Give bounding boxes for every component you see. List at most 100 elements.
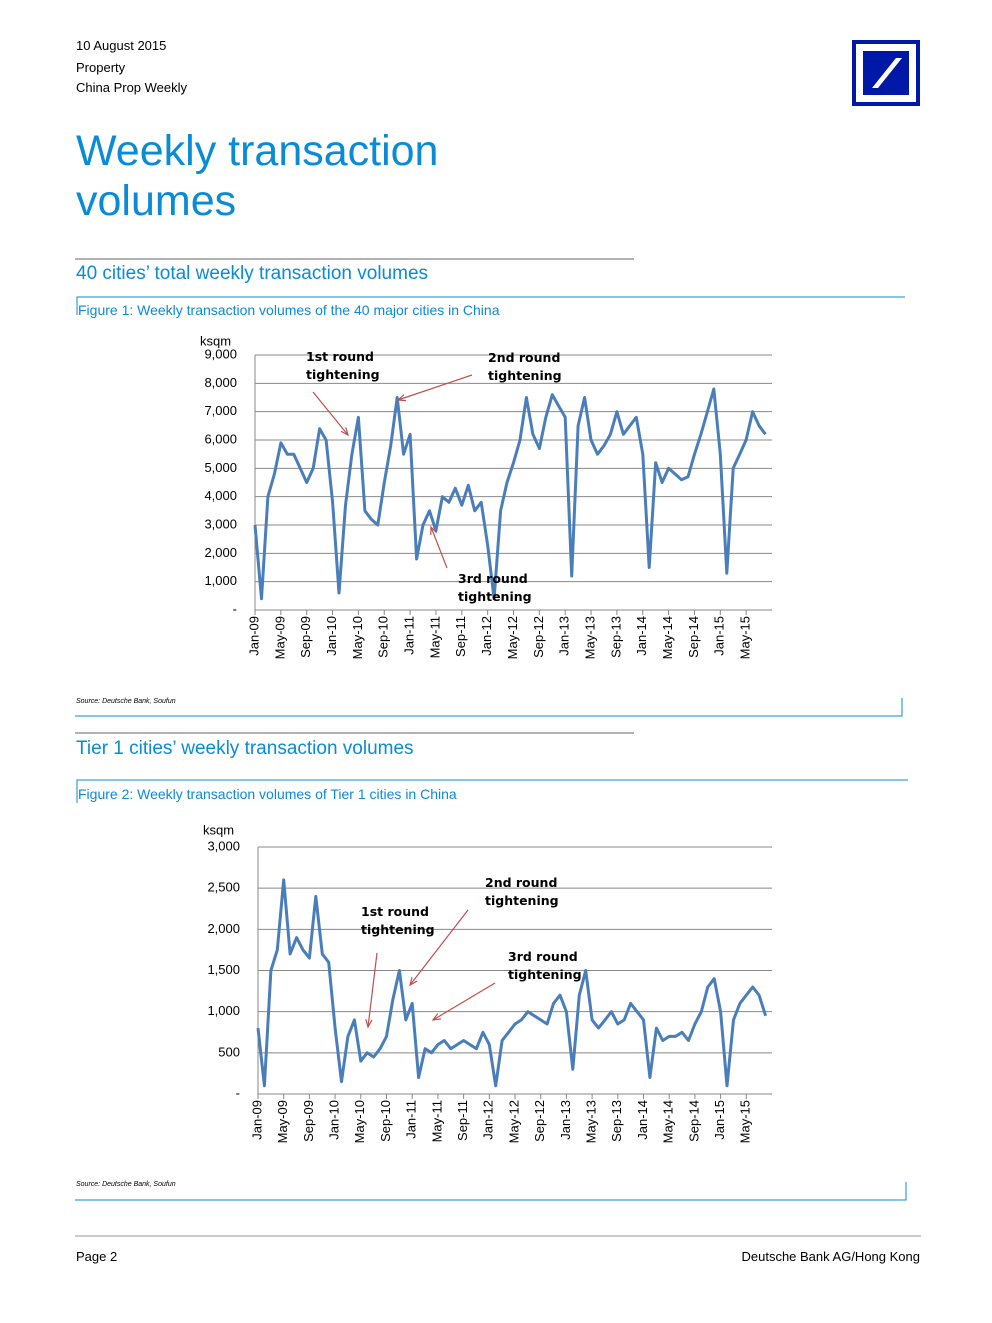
arrow-head [340, 427, 349, 437]
x-tick-label: Jan-12 [481, 1100, 496, 1140]
figure-frame [75, 698, 903, 717]
y-unit: ksqm [203, 822, 234, 837]
arrow-head [431, 1013, 442, 1021]
annotation: 2nd round tightening [485, 875, 559, 908]
arrow-head [396, 394, 407, 402]
x-tick-label: Jan-09 [246, 616, 261, 656]
y-tick-label: 7,000 [204, 403, 237, 418]
x-tick-label: Jan-14 [635, 1100, 650, 1140]
x-tick-label: Jan-14 [634, 616, 649, 656]
data-line [256, 878, 768, 1088]
data-line [253, 387, 767, 601]
arrow-head [430, 525, 438, 536]
y-tick-label: 1,500 [207, 962, 240, 977]
x-tick-label: Sep-11 [455, 1100, 470, 1141]
x-tick-label: May-11 [427, 616, 442, 658]
page-title: Weekly transaction volumes [76, 127, 439, 225]
x-tick-label: May-10 [350, 616, 365, 659]
figure-frame [76, 779, 908, 803]
source: Source: Deutsche Bank, Soufun [76, 698, 176, 705]
x-tick-label: Jan-10 [327, 1100, 342, 1140]
x-tick-label: Sep-10 [376, 616, 391, 658]
annotation-arrow [409, 909, 469, 986]
x-tick-label: Jan-15 [712, 616, 727, 656]
x-tick-label: May-09 [272, 616, 287, 659]
y-tick-label: 3,000 [204, 516, 237, 531]
annotation-arrow [432, 982, 496, 1021]
x-tick-label: Jan-11 [404, 1100, 419, 1139]
annotation-arrow [367, 952, 378, 1028]
x-tick-label: May-14 [661, 1100, 676, 1143]
y-tick-label: 500 [218, 1044, 240, 1059]
x-tick-label: Sep-12 [531, 616, 546, 658]
x-tick-label: Jan-13 [557, 616, 572, 656]
y-tick-label: 3,000 [207, 838, 240, 853]
y-tick-label: 9,000 [204, 346, 237, 361]
source: Source: Deutsche Bank, Soufun [76, 1181, 176, 1188]
y-tick-label: 6,000 [204, 431, 237, 446]
annotation: 2nd round tightening [488, 350, 562, 383]
x-tick-label: May-13 [584, 1100, 599, 1143]
x-tick-label: May-13 [582, 616, 597, 659]
company: Deutsche Bank AG/Hong Kong [741, 1249, 920, 1264]
annotation: 1st round tightening [361, 904, 435, 937]
x-tick-label: Sep-09 [298, 616, 313, 658]
y-tick-label: 8,000 [204, 375, 237, 390]
page-number: Page 2 [76, 1249, 118, 1264]
y-tick-label: - [236, 1085, 240, 1100]
x-tick-label: Sep-09 [301, 1100, 316, 1142]
annotation: 1st round tightening [306, 349, 380, 382]
y-tick-label: 5,000 [204, 460, 237, 475]
section-heading: Tier 1 cities’ weekly transaction volume… [76, 738, 414, 759]
x-tick-label: May-11 [429, 1100, 444, 1142]
x-tick-label: May-12 [506, 1100, 521, 1143]
figure-frame [75, 1182, 907, 1201]
x-tick-label: May-09 [275, 1100, 290, 1143]
x-tick-label: Jan-13 [558, 1100, 573, 1140]
x-tick-label: Jan-10 [324, 616, 339, 656]
x-tick-label: Sep-14 [686, 616, 701, 658]
y-tick-label: 2,000 [207, 921, 240, 936]
y-tick-label: 4,000 [204, 488, 237, 503]
x-tick-label: Jan-15 [712, 1100, 727, 1140]
arrow-head [409, 977, 418, 987]
x-tick-label: Jan-11 [402, 616, 417, 655]
y-tick-label: 2,500 [207, 880, 240, 895]
x-tick-label: May-15 [738, 1100, 753, 1143]
x-tick-label: May-10 [352, 1100, 367, 1143]
y-tick-label: 2,000 [204, 545, 237, 560]
x-tick-label: Sep-13 [608, 616, 623, 658]
date: 10 August 2015 [76, 38, 167, 53]
publication: China Prop Weekly [76, 80, 188, 95]
x-tick-label: Jan-09 [249, 1100, 264, 1140]
arrow-head [365, 1019, 373, 1029]
category: Property [76, 60, 126, 75]
annotation: 3rd round tightening [508, 949, 582, 982]
figure-caption: Figure 2: Weekly transaction volumes of … [78, 786, 457, 802]
x-tick-label: Sep-12 [532, 1100, 547, 1142]
annotation-arrow [312, 391, 349, 436]
x-tick-label: May-12 [505, 616, 520, 659]
section-heading: 40 cities’ total weekly transaction volu… [76, 263, 429, 284]
x-tick-label: Sep-10 [378, 1100, 393, 1142]
x-tick-label: Sep-11 [453, 616, 468, 657]
x-tick-label: May-14 [660, 616, 675, 659]
annotation: 3rd round tightening [458, 571, 532, 604]
x-tick-label: Sep-13 [609, 1100, 624, 1142]
annotation-arrow [397, 374, 473, 401]
x-tick-label: Jan-12 [479, 616, 494, 656]
y-tick-label: 1,000 [204, 573, 237, 588]
rules [75, 258, 921, 1237]
figure-caption: Figure 1: Weekly transaction volumes of … [78, 302, 500, 318]
y-unit: ksqm [200, 333, 231, 348]
x-tick-label: May-15 [738, 616, 753, 659]
y-tick-label: - [233, 601, 237, 616]
logo-frame [852, 40, 920, 106]
figure-frame [76, 296, 905, 315]
logo [852, 40, 920, 106]
x-tick-label: Sep-14 [686, 1100, 701, 1142]
logo-slash [872, 58, 902, 88]
y-tick-label: 1,000 [207, 1003, 240, 1018]
